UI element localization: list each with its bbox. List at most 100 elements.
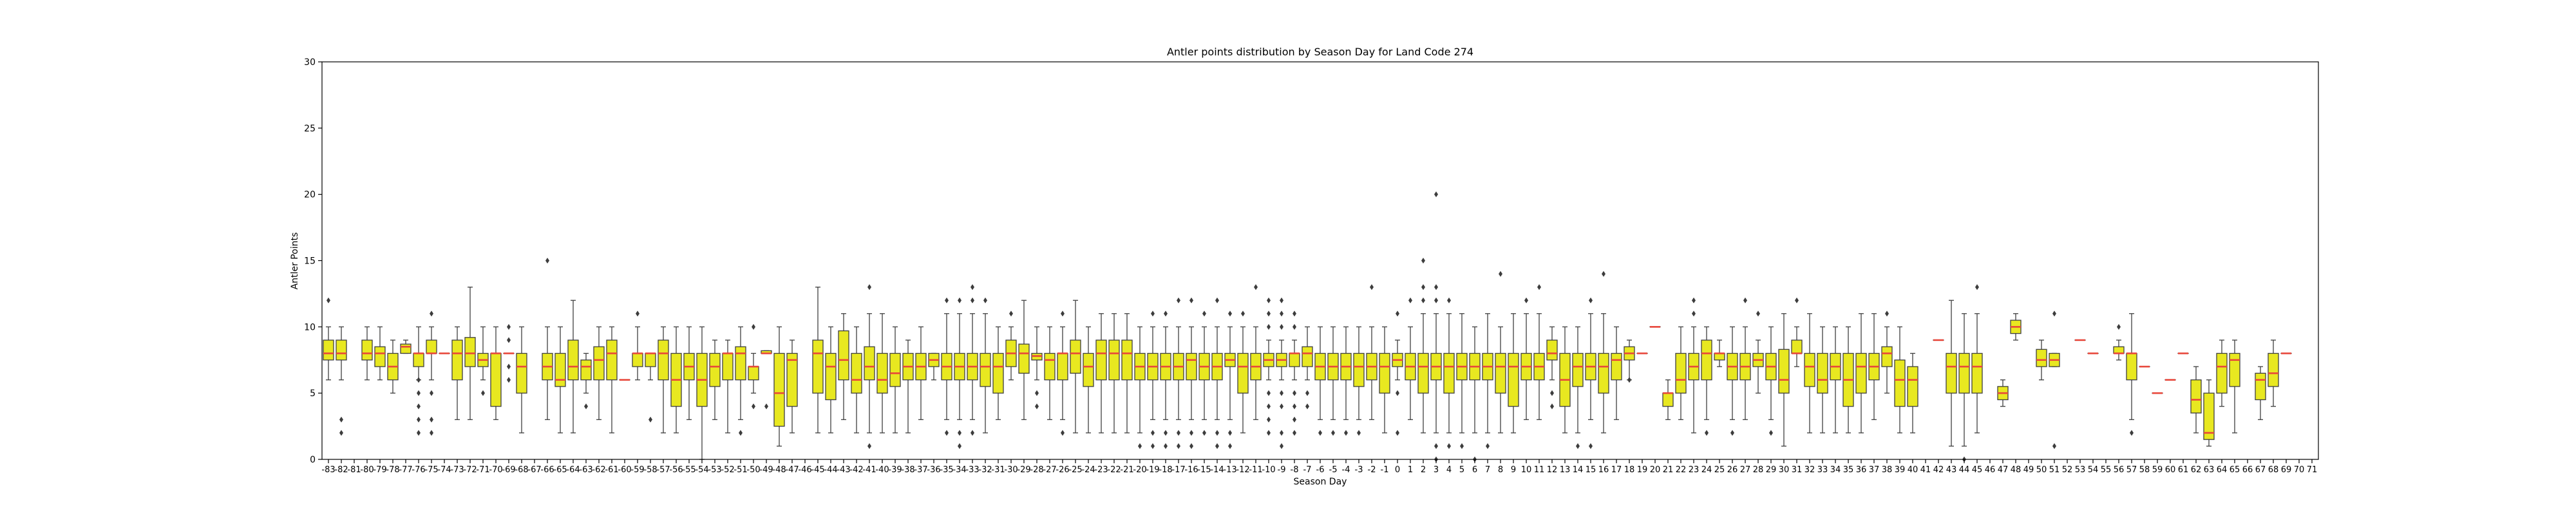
outlier-point <box>1408 298 1412 303</box>
x-tick-label: 14 <box>1573 465 1584 475</box>
box-day-12 <box>1547 327 1557 409</box>
x-tick-label: 24 <box>1701 465 1712 475</box>
x-tick-label: -11 <box>1249 465 1262 475</box>
x-tick-label: -15 <box>1197 465 1211 475</box>
outlier-point <box>1705 430 1709 436</box>
outlier-point <box>1267 390 1271 396</box>
iqr-box <box>890 353 900 386</box>
iqr-box <box>1354 353 1364 386</box>
box-day--18 <box>1160 311 1171 449</box>
outlier-point <box>1795 298 1799 303</box>
outlier-point <box>430 390 433 396</box>
box-day--53 <box>710 340 720 419</box>
x-tick-label: 67 <box>2255 465 2266 475</box>
outlier-point <box>1756 311 1760 316</box>
x-tick-label: -35 <box>940 465 953 475</box>
box-day--47 <box>787 340 797 433</box>
outlier-point <box>1344 430 1348 436</box>
outlier-point <box>1434 443 1438 449</box>
outlier-point <box>1177 443 1180 449</box>
x-tick-label: 51 <box>2049 465 2060 475</box>
outlier-point <box>417 417 421 423</box>
box-day--50 <box>748 324 759 409</box>
outlier-point <box>1189 430 1193 436</box>
iqr-box <box>452 340 462 380</box>
outlier-point <box>507 324 511 330</box>
box-day--58 <box>645 353 656 422</box>
x-tick-label: -29 <box>1017 465 1030 475</box>
x-tick-label: 37 <box>1869 465 1880 475</box>
outlier-point <box>1421 298 1425 303</box>
x-tick-label: 63 <box>2204 465 2215 475</box>
x-tick-label: 47 <box>1998 465 2009 475</box>
box-day-25 <box>1714 340 1725 367</box>
x-tick-label: -3 <box>1355 465 1363 475</box>
box-day-30 <box>1779 314 1789 446</box>
x-tick-label: 31 <box>1792 465 1803 475</box>
iqr-box <box>362 340 372 360</box>
iqr-box <box>1057 353 1068 379</box>
outlier-point <box>1589 443 1593 449</box>
box-day--51 <box>735 327 746 436</box>
outlier-point <box>417 377 421 383</box>
outlier-point <box>971 430 974 436</box>
iqr-box <box>1972 353 1982 393</box>
box-day--48 <box>774 327 784 446</box>
outlier-point <box>417 403 421 409</box>
box-day-13 <box>1560 327 1570 433</box>
box-day-37 <box>1869 314 1879 420</box>
x-tick-label: -41 <box>862 465 876 475</box>
x-tick-label: -19 <box>1146 465 1159 475</box>
box-day-50 <box>2036 340 2047 380</box>
x-tick-label: -40 <box>875 465 889 475</box>
iqr-box <box>516 353 527 393</box>
x-tick-label: -67 <box>527 465 541 475</box>
box-day--49 <box>761 350 772 409</box>
outlier-point <box>1189 443 1193 449</box>
outlier-point <box>1151 443 1155 449</box>
outlier-point <box>1215 298 1219 303</box>
box-day-47 <box>1998 380 2008 407</box>
iqr-box <box>1573 353 1583 386</box>
box-day--11 <box>1251 284 1261 419</box>
outlier-point <box>958 430 961 436</box>
iqr-box <box>1379 353 1390 393</box>
x-tick-label: 45 <box>1972 465 1983 475</box>
iqr-box <box>826 353 836 399</box>
x-tick-label: -14 <box>1210 465 1224 475</box>
box-day-10 <box>1521 298 1531 420</box>
x-tick-label: 23 <box>1689 465 1700 475</box>
outlier-point <box>1434 191 1438 197</box>
outlier-point <box>1215 430 1219 436</box>
outlier-point <box>1370 284 1374 290</box>
box-day--72 <box>465 287 475 420</box>
iqr-box <box>748 367 759 380</box>
y-tick-label: 30 <box>304 57 316 68</box>
outlier-point <box>1267 430 1271 436</box>
box-day--79 <box>375 327 385 379</box>
iqr-box <box>1186 353 1197 379</box>
x-tick-label: -12 <box>1236 465 1249 475</box>
box-day--57 <box>658 327 668 433</box>
box-day-39 <box>1895 327 1905 433</box>
box-day--83 <box>323 298 334 380</box>
iqr-box <box>993 353 1003 393</box>
outlier-point <box>1035 403 1039 409</box>
iqr-box <box>723 353 733 379</box>
outlier-point <box>481 390 485 396</box>
box-day--38 <box>903 340 913 433</box>
outlier-point <box>1576 443 1580 449</box>
outlier-point <box>339 417 343 423</box>
iqr-box <box>1714 353 1725 360</box>
box-day-11 <box>1534 284 1544 419</box>
x-tick-label: -83 <box>321 465 335 475</box>
x-tick-label: -30 <box>1004 465 1018 475</box>
iqr-box <box>1882 347 1892 367</box>
y-tick-label: 0 <box>310 455 316 465</box>
box-day-64 <box>2217 340 2227 407</box>
x-tick-label: 29 <box>1766 465 1777 475</box>
box-day--39 <box>890 327 900 433</box>
iqr-box <box>2230 353 2240 386</box>
x-tick-label: -44 <box>824 465 837 475</box>
